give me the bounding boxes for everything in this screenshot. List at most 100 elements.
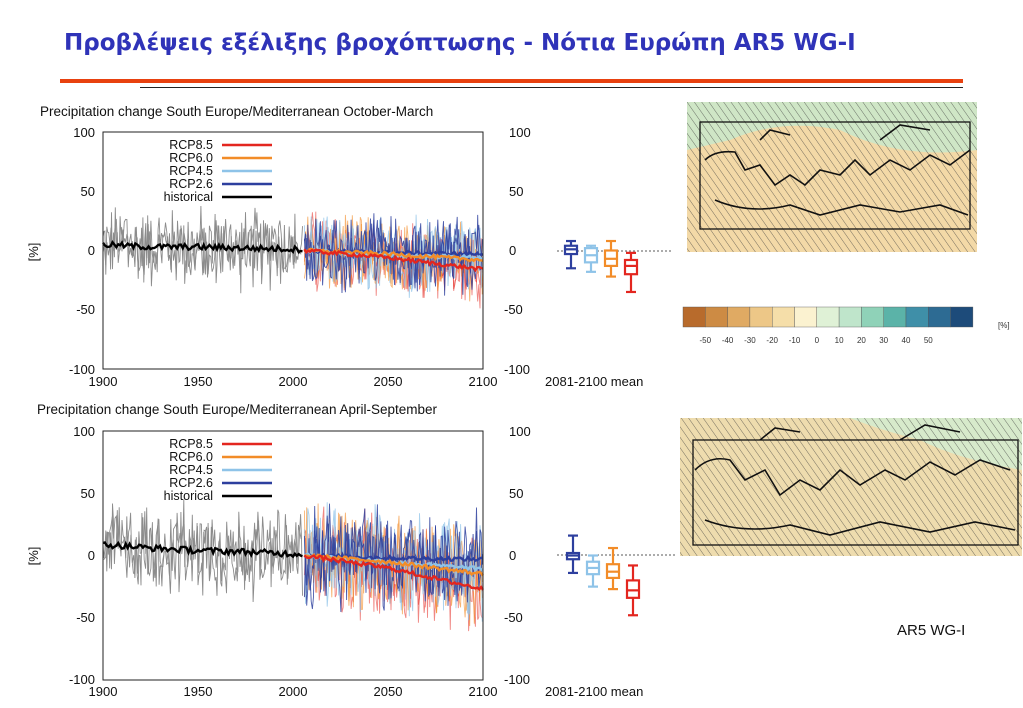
top-ytick-right-100: 100 (509, 125, 531, 140)
map-top-hatching (687, 102, 977, 252)
top-plot-frame (102, 131, 484, 370)
top-ytick-left-minus100: -100 (69, 362, 95, 377)
boxplot-rcp26 (563, 239, 579, 270)
top-legend-rcp60: RCP6.0 (169, 151, 213, 165)
bottom-legend-rcp26: RCP2.6 (169, 476, 213, 490)
bottom-xtick-1900: 1900 (89, 684, 118, 699)
bottom-xtick-2000: 2000 (279, 684, 308, 699)
bottom-mean-boxplots (565, 534, 641, 617)
bottom-legend-rcp45: RCP4.5 (169, 463, 213, 477)
top-chart-title: Precipitation change South Europe/Medite… (40, 104, 433, 119)
colorbar-tick-label: 50 (924, 336, 933, 345)
mean-line-rcp85 (303, 554, 484, 592)
colorbar-tick-label: 10 (835, 336, 844, 345)
boxplot-rcp60 (605, 546, 621, 591)
bottom-plot-frame (102, 430, 484, 681)
colorbar-cell (682, 306, 706, 328)
map-bottom-hatching (680, 418, 1022, 556)
historical-spread-line (102, 218, 302, 277)
colorbar-cell (861, 306, 884, 328)
colorbar-tick-label: -20 (766, 336, 778, 345)
colorbar-labels: -50 -40 -30 -20 -10 0 10 20 30 40 50 (700, 336, 934, 345)
top-legend-historical: historical (164, 190, 213, 204)
bottom-y-axis-label: [%] (26, 547, 41, 566)
map-bottom-coastlines (694, 424, 1016, 536)
bottom-ytick-right-minus100: -100 (504, 672, 530, 687)
map-top-coastlines (704, 124, 971, 216)
top-xtick-2100: 2100 (469, 374, 498, 389)
top-ytick-right-minus100: -100 (504, 362, 530, 377)
top-legend-rcp85: RCP8.5 (169, 138, 213, 152)
bottom-legend-rcp60: RCP6.0 (169, 450, 213, 464)
top-ytick-right-50: 50 (509, 184, 523, 199)
boxplot-box (625, 579, 641, 599)
bottom-ytick-left-minus100: -100 (69, 672, 95, 687)
bottom-xtick-2100: 2100 (469, 684, 498, 699)
top-legend-rcp45: RCP4.5 (169, 164, 213, 178)
bottom-ytick-left-0: 0 (88, 548, 95, 563)
bottom-legend-historical: historical (164, 489, 213, 503)
title-underline-black (140, 87, 963, 88)
bottom-ytick-right-50: 50 (509, 486, 523, 501)
colorbar-unit: [%] (998, 321, 1010, 330)
colorbar-tick-label: 0 (815, 336, 820, 345)
map-top-region-box (699, 121, 971, 230)
top-mean-label: 2081-2100 mean (545, 374, 643, 389)
bottom-ytick-left-100: 100 (73, 424, 95, 439)
colorbar-tick-label: 40 (902, 336, 911, 345)
colorbar-tick-label: 20 (857, 336, 866, 345)
top-xtick-1900: 1900 (89, 374, 118, 389)
colorbar-cell (816, 306, 840, 328)
colorbar-cell (950, 306, 974, 328)
bottom-chart-title: Precipitation change South Europe/Medite… (37, 402, 437, 417)
colorbar-tick-label: -10 (789, 336, 801, 345)
top-legend: RCP8.5 RCP6.0 RCP4.5 RCP2.6 historical (164, 138, 272, 204)
colorbar-cell (749, 306, 773, 328)
boxplot-rcp45 (583, 244, 599, 273)
bottom-xtick-1950: 1950 (184, 684, 213, 699)
top-xtick-1950: 1950 (184, 374, 213, 389)
bottom-mean-lines (102, 540, 484, 592)
bottom-ytick-right-0: 0 (509, 548, 516, 563)
colorbar-cell (928, 306, 951, 328)
colorbar-tick-label: 30 (879, 336, 888, 345)
bottom-mean-label: 2081-2100 mean (545, 684, 643, 699)
boxplot-rcp26 (565, 534, 581, 575)
top-y-axis-label: [%] (26, 243, 41, 262)
map-bottom (680, 418, 1022, 556)
top-ytick-right-minus50: -50 (504, 302, 523, 317)
historical-mean-line (102, 239, 303, 255)
colorbar-cell (883, 306, 907, 328)
top-ytick-left-50: 50 (81, 184, 95, 199)
colorbar-tick-label: -40 (722, 336, 734, 345)
top-ytick-left-minus50: -50 (76, 302, 95, 317)
boxplot-rcp60 (603, 239, 619, 278)
bottom-ytick-right-100: 100 (509, 424, 531, 439)
top-mean-lines (102, 239, 484, 273)
colorbar-tick-label: -30 (744, 336, 756, 345)
bottom-ytick-right-minus50: -50 (504, 610, 523, 625)
spread-line-rcp26 (303, 214, 483, 294)
historical-mean-line (102, 540, 303, 559)
slide-title: Προβλέψεις εξέλιξης βροχόπτωσης - Νότια … (64, 30, 856, 56)
mean-line-rcp85 (303, 248, 484, 273)
top-ytick-left-0: 0 (88, 243, 95, 258)
bottom-legend: RCP8.5 RCP6.0 RCP4.5 RCP2.6 historical (164, 437, 272, 503)
colorbar-cell (772, 306, 795, 328)
source-note: AR5 WG-I (897, 622, 966, 639)
bottom-xtick-2050: 2050 (374, 684, 403, 699)
colorbar-cells (682, 306, 974, 328)
bottom-ytick-left-50: 50 (81, 486, 95, 501)
spread-line-rcp26 (303, 503, 483, 610)
colorbar-cell (705, 306, 728, 328)
top-xtick-2000: 2000 (279, 374, 308, 389)
colorbar-cell (794, 306, 817, 328)
colorbar-tick-label: -50 (700, 336, 712, 345)
top-panel: Precipitation change South Europe/Medite… (26, 104, 672, 389)
colorbar: -50 -40 -30 -20 -10 0 10 20 30 40 50 [%] (682, 306, 1010, 345)
boxplot-box (623, 258, 639, 276)
top-ytick-right-0: 0 (509, 243, 516, 258)
top-mean-boxplots (563, 239, 639, 294)
top-legend-rcp26: RCP2.6 (169, 177, 213, 191)
